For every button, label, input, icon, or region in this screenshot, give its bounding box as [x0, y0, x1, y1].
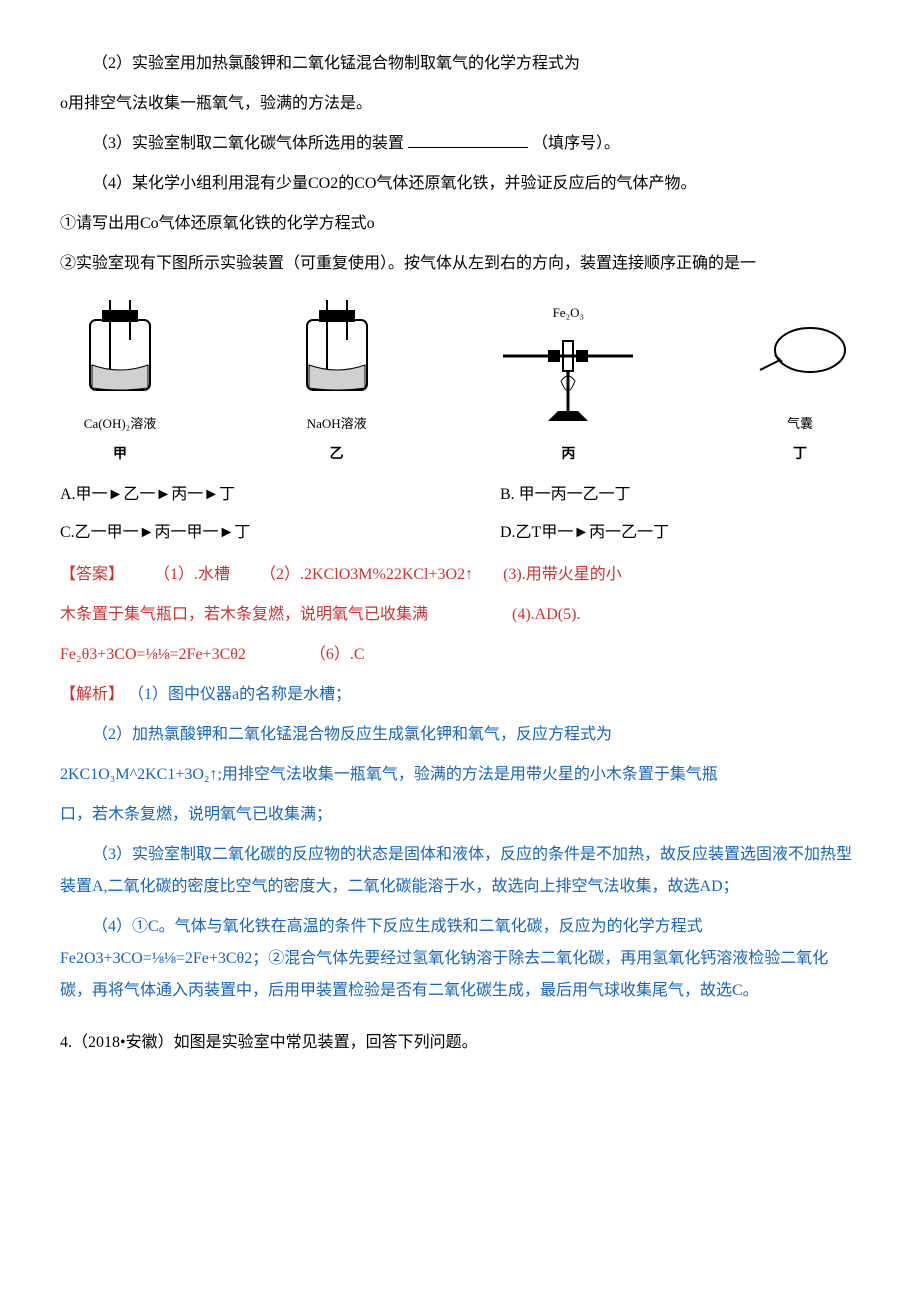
question-3: （3）实验室制取二氧化碳气体所选用的装置 （填序号）。: [60, 128, 860, 160]
expl-p3: （3）实验室制取二氧化碳的反应物的状态是固体和液体，反应的条件是不加热，故反应装…: [60, 839, 860, 903]
option-a: A.甲一►乙一►丙一►丁: [60, 479, 420, 511]
question-4-intro: （4）某化学小组利用混有少量CO2的CO气体还原氧化铁，并验证反应后的气体产物。: [60, 168, 860, 200]
q3-text: （3）实验室制取二氧化碳气体所选用的装置: [92, 135, 404, 152]
answer-label: 【答案】: [60, 559, 124, 591]
answer-3: (3).用带火星的小: [503, 559, 622, 591]
q3-blank: [408, 131, 528, 148]
device-jia-name: 甲: [60, 441, 180, 469]
device-jia: Ca(OH)₂溶液 甲: [60, 290, 180, 469]
device-yi: NaOH溶液 乙: [277, 290, 397, 469]
question-2-line2: o用排空气法收集一瓶氧气，验满的方法是。: [60, 88, 860, 120]
question-2: （2）实验室用加热氯酸钾和二氧化锰混合物制取氧气的化学方程式为: [60, 48, 860, 80]
answer-line-1: 【答案】 （1）.水槽 （2）.2KClO3M%22KCl+3O2↑ (3).用…: [60, 559, 860, 591]
option-b: B. 甲一丙一乙一丁: [500, 479, 860, 511]
expl-p2: （2）加热氯酸钾和二氧化锰混合物反应生成氯化钾和氧气，反应方程式为: [60, 719, 860, 751]
expl-p4: （4）①C。气体与氧化铁在高温的条件下反应生成铁和二氧化碳，反应为的化学方程式F…: [60, 911, 860, 1007]
device-yi-name: 乙: [277, 441, 397, 469]
expl-p1: （1）图中仪器a的名称是水槽；: [128, 686, 351, 703]
expl-p2b: 2KC1O₃M^2KC1+3O₂↑;用排空气法收集一瓶氧气，验满的方法是用带火星…: [60, 759, 860, 791]
device-row: Ca(OH)₂溶液 甲 NaOH溶液 乙 Fe₂O₃ 丙: [60, 290, 860, 469]
device-bing-name: 丙: [493, 441, 643, 469]
answer-6: （6）.C: [310, 646, 365, 663]
q3-suffix: （填序号）。: [532, 135, 620, 152]
device-yi-solution: NaOH溶液: [277, 411, 397, 437]
device-ding-label: 气囊: [740, 411, 860, 437]
question-4-sub2: ②实验室现有下图所示实验装置（可重复使用）。按气体从左到右的方向，装置连接顺序正…: [60, 248, 860, 280]
answer-line-2: 木条置于集气瓶口，若木条复燃，说明氧气已收集满 (4).AD(5).: [60, 599, 860, 631]
device-bing-top: Fe₂O₃: [493, 300, 643, 326]
device-ding-name: 丁: [740, 441, 860, 469]
device-ding: 气囊 丁: [740, 300, 860, 469]
expl-p2c: 口，若木条复燃，说明氧气已收集满；: [60, 799, 860, 831]
option-d: D.乙T甲一►丙一乙一丁: [500, 517, 860, 549]
answer-1: （1）.水槽: [154, 559, 230, 591]
answer-3b: 木条置于集气瓶口，若木条复燃，说明氧气已收集满: [60, 606, 428, 623]
device-bing: Fe₂O₃ 丙: [493, 300, 643, 469]
option-c: C.乙一甲一►丙一甲一►丁: [60, 517, 420, 549]
explanation-1: 【解析】 （1）图中仪器a的名称是水槽；: [60, 679, 860, 711]
options-grid: A.甲一►乙一►丙一►丁 B. 甲一丙一乙一丁 C.乙一甲一►丙一甲一►丁 D.…: [60, 479, 860, 549]
answer-2: （2）.2KClO3M%22KCl+3O2↑: [260, 559, 473, 591]
explanation-label: 【解析】: [60, 686, 124, 703]
answer-line-3: Fe₂θ3+3CO=⅛⅛=2Fe+3Cθ2 （6）.C: [60, 639, 860, 671]
answer-4: (4).AD(5).: [512, 606, 580, 623]
answer-5: Fe₂θ3+3CO=⅛⅛=2Fe+3Cθ2: [60, 646, 246, 663]
device-jia-solution: Ca(OH)₂溶液: [60, 411, 180, 437]
question-4-sub1: ①请写出用Co气体还原氧化铁的化学方程式o: [60, 208, 860, 240]
question-next: 4.（2018•安徽）如图是实验室中常见装置，回答下列问题。: [60, 1027, 860, 1059]
